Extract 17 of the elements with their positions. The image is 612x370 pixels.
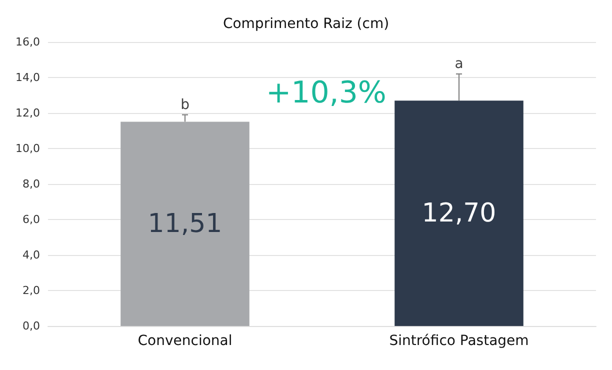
annotation: a <box>454 56 464 72</box>
y-tick-label: 8,0 <box>22 178 40 190</box>
data-label: 12,70 <box>422 198 496 228</box>
annotation: b <box>180 96 190 113</box>
y-tick-label: 10,0 <box>16 142 40 155</box>
y-tick-label: 2,0 <box>22 284 40 297</box>
chart-title: Comprimento Raiz (cm) <box>222 16 390 32</box>
x-tick-label: Convencional <box>138 333 232 349</box>
y-tick-label: 0,0 <box>22 320 40 332</box>
annotation: +10,3% <box>266 76 386 110</box>
y-tick-label: 4,0 <box>22 248 40 262</box>
y-tick-label: 6,0 <box>22 213 40 226</box>
y-tick-label: 16,0 <box>16 36 40 48</box>
x-tick-label: Sintrófico Pastagem <box>389 333 529 349</box>
y-tick-label: 12,0 <box>16 106 40 120</box>
data-label: 11,51 <box>148 208 222 239</box>
y-tick-label: 14,0 <box>16 71 40 84</box>
